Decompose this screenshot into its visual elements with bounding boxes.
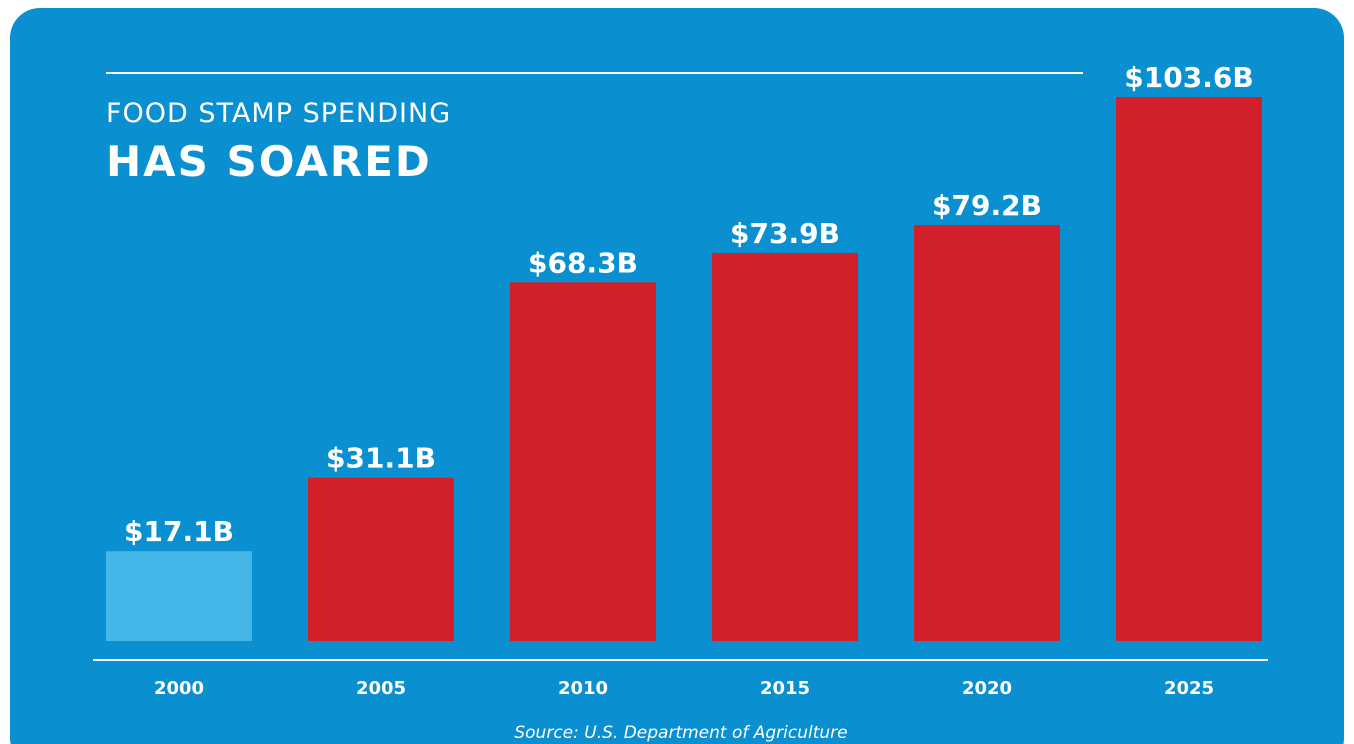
bar	[712, 252, 858, 641]
x-tick-label: 2025	[1164, 678, 1214, 699]
bar	[308, 477, 454, 641]
value-label: $103.6B	[1124, 61, 1253, 94]
x-tick-label: 2010	[558, 678, 608, 699]
bar	[1116, 97, 1262, 641]
chart-subtitle: HAS SOARED	[106, 137, 432, 186]
source: Source: U.S. Department of Agriculture	[514, 723, 847, 743]
x-tick-label: 2020	[962, 678, 1012, 699]
x-tick-label: 2015	[760, 678, 810, 699]
value-label: $17.1B	[124, 515, 234, 548]
x-tick-label: 2005	[356, 678, 406, 699]
bar	[914, 225, 1060, 642]
bar	[510, 282, 656, 641]
x-tick-label: 2000	[154, 678, 204, 699]
value-label: $79.2B	[932, 189, 1042, 222]
bar	[106, 551, 252, 641]
value-label: $68.3B	[528, 246, 638, 279]
value-label: $31.1B	[326, 442, 436, 475]
chart-title: FOOD STAMP SPENDING	[106, 98, 451, 129]
value-label: $73.9B	[730, 217, 840, 250]
